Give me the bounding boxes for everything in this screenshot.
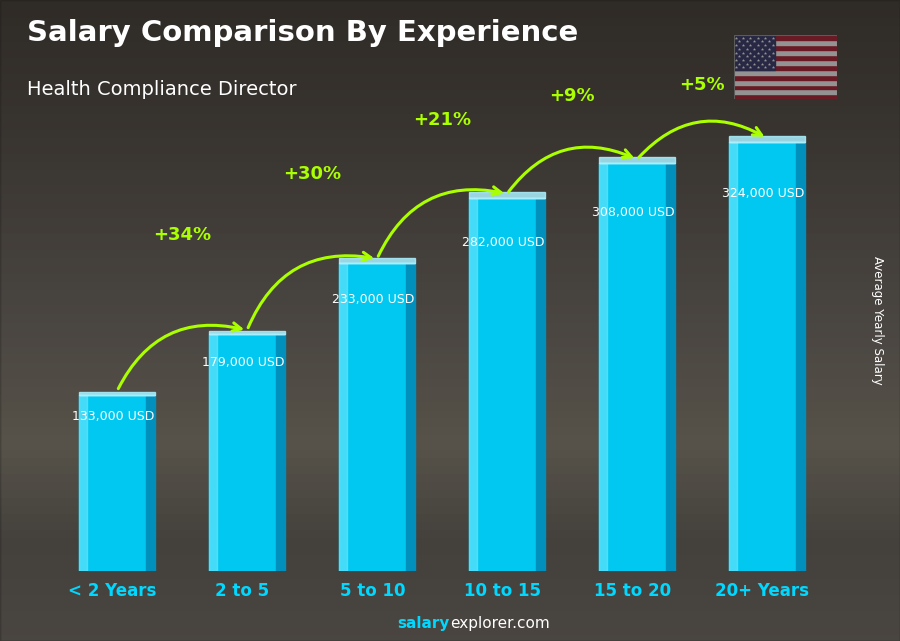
Text: 324,000 USD: 324,000 USD <box>722 187 805 200</box>
Text: Average Yearly Salary: Average Yearly Salary <box>871 256 884 385</box>
Bar <box>598 157 675 163</box>
Bar <box>469 198 536 571</box>
Bar <box>734 85 837 90</box>
Bar <box>734 40 837 45</box>
Bar <box>734 55 837 60</box>
Bar <box>406 263 416 571</box>
Bar <box>598 163 608 571</box>
Bar <box>78 392 156 395</box>
Bar <box>734 60 837 65</box>
Bar <box>796 142 806 571</box>
Text: +5%: +5% <box>680 76 724 94</box>
Bar <box>734 70 837 75</box>
Bar <box>338 263 347 571</box>
Text: 179,000 USD: 179,000 USD <box>202 356 284 369</box>
Text: +30%: +30% <box>283 165 341 183</box>
Text: salary: salary <box>398 616 450 631</box>
Bar <box>338 263 406 571</box>
Bar <box>734 45 837 50</box>
Bar <box>536 198 545 571</box>
Bar <box>734 79 837 85</box>
Bar <box>734 50 837 55</box>
Bar <box>209 334 218 571</box>
Text: 133,000 USD: 133,000 USD <box>72 410 155 423</box>
Bar <box>209 334 276 571</box>
Bar <box>666 163 675 571</box>
Bar <box>729 142 796 571</box>
Bar <box>276 334 285 571</box>
Bar <box>729 136 806 142</box>
Bar <box>209 331 285 334</box>
Text: Salary Comparison By Experience: Salary Comparison By Experience <box>27 19 578 47</box>
Bar <box>734 94 837 99</box>
Bar <box>734 35 837 40</box>
Text: 282,000 USD: 282,000 USD <box>463 236 544 249</box>
Bar <box>598 163 666 571</box>
Bar <box>729 142 737 571</box>
Bar <box>338 258 416 263</box>
Text: +34%: +34% <box>153 226 211 244</box>
Bar <box>469 198 478 571</box>
Bar <box>734 35 775 70</box>
Text: Health Compliance Director: Health Compliance Director <box>27 80 297 99</box>
Text: explorer.com: explorer.com <box>450 616 550 631</box>
Bar <box>78 395 87 571</box>
Text: 308,000 USD: 308,000 USD <box>592 206 675 219</box>
Bar <box>734 90 837 94</box>
Text: +9%: +9% <box>549 87 595 104</box>
Bar <box>734 65 837 70</box>
Bar <box>147 395 156 571</box>
Bar <box>469 192 545 198</box>
Bar <box>734 75 837 79</box>
Text: 233,000 USD: 233,000 USD <box>332 293 415 306</box>
Text: +21%: +21% <box>413 111 471 129</box>
Bar <box>78 395 147 571</box>
